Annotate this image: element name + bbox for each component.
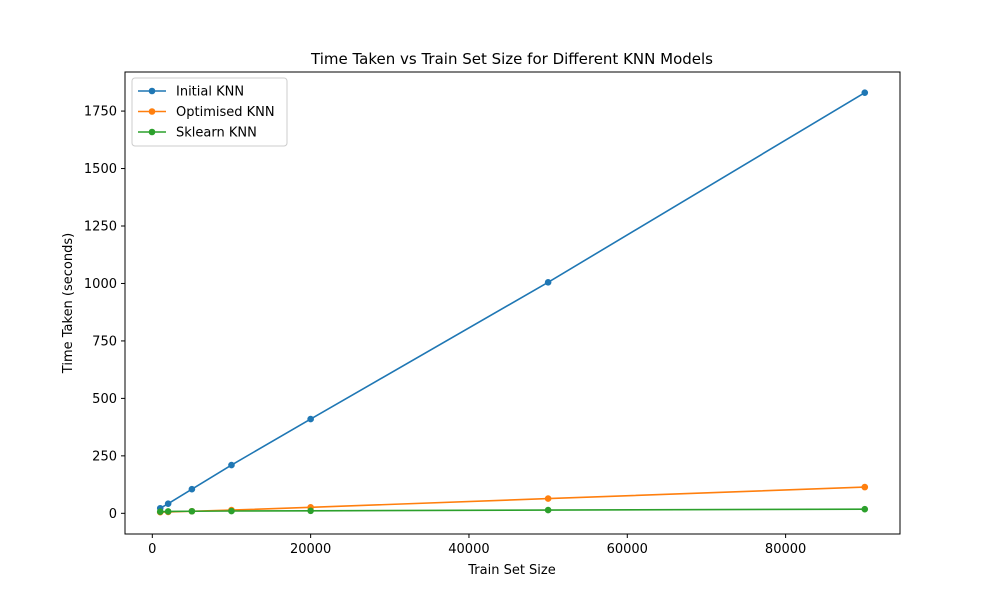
- legend-label-initial-knn: Initial KNN: [176, 85, 244, 100]
- x-tick-label: 40000: [448, 542, 489, 557]
- data-point-initial-knn: [228, 461, 235, 469]
- series-sklearn-knn: [156, 505, 869, 516]
- data-point-initial-knn: [188, 485, 196, 493]
- y-tick-label: 750: [92, 334, 117, 349]
- data-point-sklearn-knn: [544, 506, 552, 514]
- data-point-sklearn-knn: [188, 507, 196, 515]
- data-point-sklearn-knn: [164, 508, 172, 515]
- legend-label-sklearn-knn: Sklearn KNN: [176, 126, 257, 141]
- legend: Initial KNN Optimised KNN Sklearn KNN: [131, 77, 288, 147]
- data-point-optimised-knn: [861, 483, 869, 491]
- data-point-initial-knn: [544, 279, 552, 286]
- data-point-initial-knn: [307, 415, 314, 423]
- y-axis-ticks: 0 250 500 750 1000 1250 1500 1750: [84, 105, 125, 522]
- legend-marker-sklearn-knn: [148, 128, 156, 136]
- series-line-optimised-knn: [160, 486, 865, 513]
- x-axis-ticks: 0 20000 40000 60000 80000: [148, 534, 806, 557]
- data-point-sklearn-knn: [228, 507, 235, 515]
- data-point-sklearn-knn: [861, 505, 869, 513]
- plot-frame: [124, 71, 901, 535]
- y-axis-label: Time Taken (seconds): [61, 233, 76, 374]
- x-tick-label: 60000: [607, 542, 648, 557]
- y-tick-label: 250: [92, 449, 117, 464]
- legend-label-optimised-knn: Optimised KNN: [176, 105, 275, 120]
- data-point-initial-knn: [861, 89, 869, 96]
- y-tick-label: 1500: [84, 162, 117, 177]
- legend-marker-optimised-knn: [148, 108, 156, 115]
- series-initial-knn: [156, 89, 869, 512]
- x-tick-label: 0: [148, 542, 156, 557]
- y-tick-label: 1000: [84, 277, 117, 292]
- y-tick-label: 0: [109, 507, 117, 522]
- chart-title: Time Taken vs Train Set Size for Differe…: [310, 50, 713, 68]
- legend-marker-initial-knn: [148, 87, 156, 95]
- y-tick-label: 1750: [84, 105, 117, 120]
- data-point-optimised-knn: [544, 495, 552, 502]
- series-layer: [156, 89, 869, 516]
- data-point-sklearn-knn: [156, 508, 164, 516]
- x-tick-label: 80000: [765, 542, 806, 557]
- data-point-initial-knn: [164, 500, 172, 507]
- x-tick-label: 20000: [290, 542, 331, 557]
- data-point-sklearn-knn: [307, 507, 314, 515]
- y-tick-label: 500: [92, 392, 117, 407]
- legend-box: [131, 77, 288, 147]
- y-tick-label: 1250: [84, 220, 117, 235]
- series-line-initial-knn: [159, 92, 866, 509]
- x-axis-label: Train Set Size: [467, 563, 556, 578]
